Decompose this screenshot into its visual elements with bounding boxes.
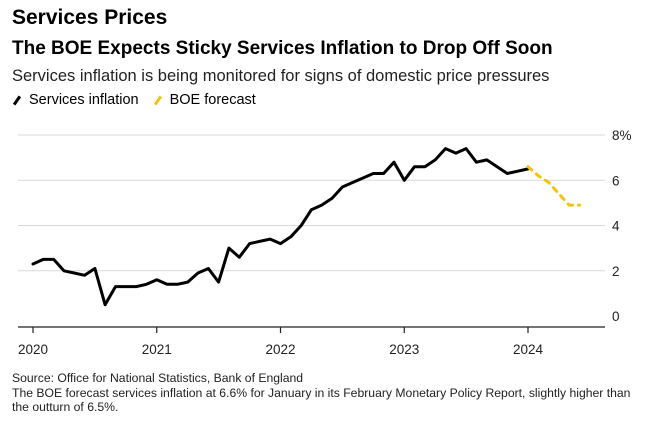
y-tick-label-2: 2 xyxy=(612,264,620,279)
footer: Source: Office for National Statistics, … xyxy=(12,371,632,415)
line-chart: 0 2 4 6 8% 2020 2021 2022 2023 2024 xyxy=(18,128,632,357)
series-line-boe-forecast xyxy=(526,165,582,207)
chart-subtitle: Services inflation is being monitored fo… xyxy=(12,67,550,85)
y-tick-label-0: 0 xyxy=(612,309,620,324)
x-tick-label-2022: 2022 xyxy=(265,342,295,357)
chart-kicker: Services Prices xyxy=(12,6,168,29)
footnote: The BOE forecast services inflation at 6… xyxy=(12,385,631,415)
legend: Services inflation BOE forecast xyxy=(12,92,270,108)
y-tick-label-6: 6 xyxy=(612,173,620,188)
y-tick-label-4: 4 xyxy=(612,219,620,234)
x-tick-label-2023: 2023 xyxy=(389,342,419,357)
x-tick-label-2024: 2024 xyxy=(513,342,544,357)
legend-label-services: Services inflation xyxy=(29,92,139,108)
legend-label-forecast: BOE forecast xyxy=(169,92,256,108)
series-line-services-inflation xyxy=(31,147,530,307)
legend-item-services: Services inflation xyxy=(12,92,139,108)
source-note: Source: Office for National Statistics, … xyxy=(12,371,304,385)
legend-item-forecast: BOE forecast xyxy=(153,92,256,108)
x-tick-label-2021: 2021 xyxy=(142,342,172,357)
y-tick-label-8: 8% xyxy=(612,128,632,143)
x-tick-label-2020: 2020 xyxy=(18,342,48,357)
chart-title: The BOE Expects Sticky Services Inflatio… xyxy=(12,38,553,59)
